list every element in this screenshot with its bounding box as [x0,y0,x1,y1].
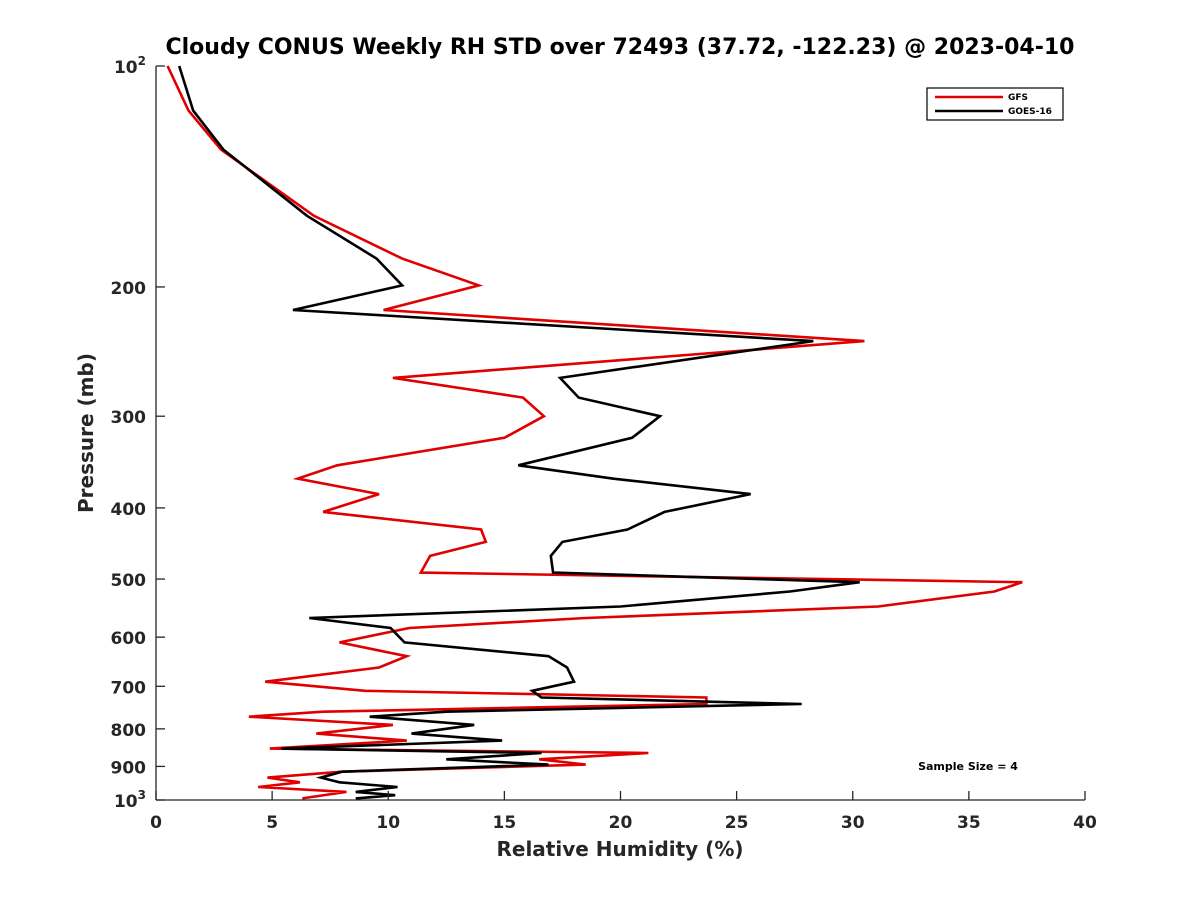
y-tick-label: 800 [111,721,147,741]
x-tick-label: 0 [150,813,162,833]
y-tick-label: 200 [111,279,147,299]
x-tick-label: 15 [493,813,517,833]
series-layer [166,65,1023,800]
y-axis-label: Pressure (mb) [74,353,98,513]
x-tick-label: 5 [266,813,278,833]
y-tick-label: 700 [111,678,147,698]
y-ticks: 102 200 300 400 500 600 700 800 900 103 [111,54,165,812]
legend-box [926,87,1064,121]
series-line-goes-16 [177,65,860,800]
x-tick-label: 20 [609,813,633,833]
legend-label-gfs: GFS [1008,93,1028,103]
series-line-gfs [166,65,1023,800]
x-tick-label: 10 [376,813,400,833]
y-tick-label: 600 [111,629,147,649]
chart-title: Cloudy CONUS Weekly RH STD over 72493 (3… [166,35,1075,60]
sample-size-annotation: Sample Size = 4 [918,760,1018,773]
legend-label-goes16: GOES-16 [1008,107,1052,117]
plot-area: 0 5 10 15 20 25 30 35 40 102 200 300 400 500 600 700 80… [111,54,1097,833]
y-tick-label: 102 [114,54,146,78]
x-tick-label: 30 [841,813,865,833]
x-tick-label: 25 [725,813,749,833]
legend: GFS GOES-16 [926,87,1064,121]
x-ticks: 0 5 10 15 20 25 30 35 40 [150,791,1097,833]
y-tick-label: 103 [114,788,146,812]
x-tick-label: 35 [957,813,981,833]
y-tick-label: 300 [111,408,147,428]
x-axis-label: Relative Humidity (%) [496,837,743,861]
y-tick-label: 500 [111,571,147,591]
y-tick-label: 400 [111,500,147,520]
x-tick-label: 40 [1073,813,1097,833]
y-tick-label: 900 [111,758,147,778]
